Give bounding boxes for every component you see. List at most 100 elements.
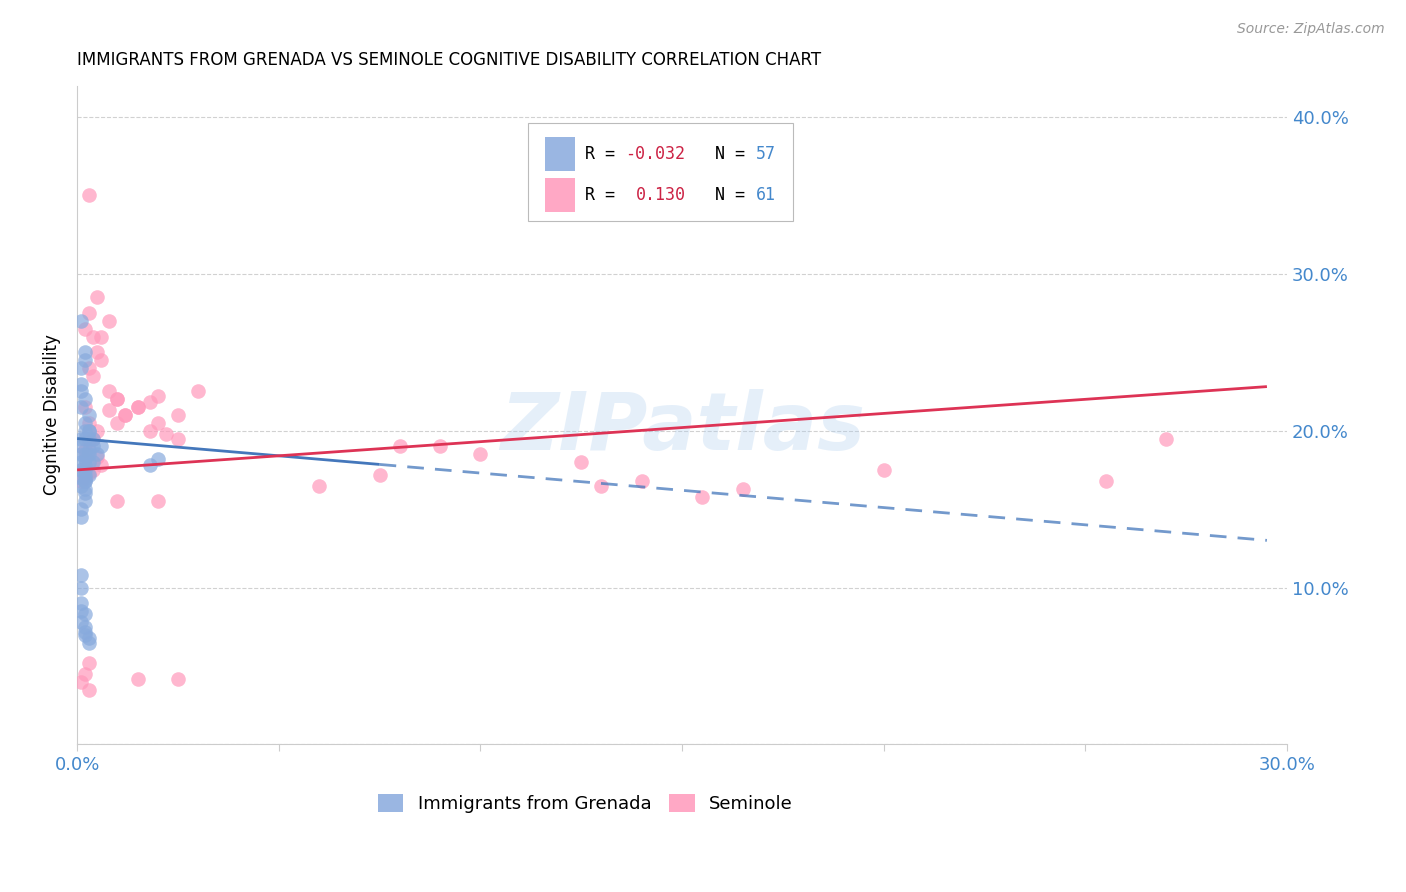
Point xyxy=(77,360,100,375)
Point xyxy=(82,368,104,383)
Point xyxy=(82,329,104,343)
Point xyxy=(70,471,93,485)
Point xyxy=(155,426,177,441)
Point xyxy=(77,424,100,438)
Point xyxy=(77,682,100,697)
Text: N =: N = xyxy=(686,186,755,203)
Point xyxy=(75,620,97,634)
Point xyxy=(75,452,97,467)
Text: IMMIGRANTS FROM GRENADA VS SEMINOLE COGNITIVE DISABILITY CORRELATION CHART: IMMIGRANTS FROM GRENADA VS SEMINOLE COGN… xyxy=(77,51,821,69)
Point xyxy=(75,447,97,461)
Point xyxy=(146,452,169,467)
Point xyxy=(77,188,100,202)
Point xyxy=(470,447,492,461)
Point xyxy=(90,439,112,453)
Point xyxy=(77,466,100,480)
Point xyxy=(86,345,108,359)
Point xyxy=(107,392,129,407)
Point xyxy=(75,474,97,488)
Point xyxy=(167,408,190,422)
Point xyxy=(75,494,97,508)
Point xyxy=(187,384,209,399)
Point xyxy=(75,486,97,500)
Point xyxy=(75,392,97,407)
Point xyxy=(70,360,93,375)
Text: 57: 57 xyxy=(755,145,776,163)
Point xyxy=(591,478,613,492)
Point xyxy=(368,467,391,482)
Point xyxy=(75,353,97,368)
Point xyxy=(127,400,149,414)
Point xyxy=(70,478,93,492)
Point xyxy=(70,568,93,582)
Point xyxy=(70,447,93,461)
Point xyxy=(70,615,93,629)
Point xyxy=(107,392,129,407)
Text: 61: 61 xyxy=(755,186,776,203)
Point xyxy=(127,400,149,414)
Point xyxy=(114,408,136,422)
Point xyxy=(90,458,112,473)
Point xyxy=(70,376,93,391)
Point xyxy=(75,463,97,477)
Text: N =: N = xyxy=(686,145,755,163)
Point xyxy=(75,345,97,359)
Point xyxy=(77,408,100,422)
Text: ZIPatlas: ZIPatlas xyxy=(499,389,865,467)
Point xyxy=(90,329,112,343)
Point xyxy=(75,666,97,681)
Point xyxy=(75,458,97,473)
Point xyxy=(75,424,97,438)
Point xyxy=(77,442,100,457)
Point xyxy=(146,416,169,430)
Point xyxy=(82,463,104,477)
Y-axis label: Cognitive Disability: Cognitive Disability xyxy=(44,334,60,495)
Point xyxy=(75,482,97,496)
Point xyxy=(86,447,108,461)
Point xyxy=(75,471,97,485)
Point xyxy=(70,455,93,469)
Point xyxy=(75,607,97,622)
Point xyxy=(70,439,93,453)
Point xyxy=(75,442,97,457)
Point xyxy=(75,628,97,642)
Point xyxy=(388,439,411,453)
Point xyxy=(77,656,100,670)
Point xyxy=(70,400,93,414)
Point xyxy=(107,416,129,430)
Point xyxy=(127,672,149,686)
Point xyxy=(77,432,100,446)
Point xyxy=(70,581,93,595)
Point xyxy=(86,290,108,304)
Point xyxy=(308,478,330,492)
Point xyxy=(690,490,713,504)
Point xyxy=(82,455,104,469)
Point xyxy=(731,482,754,496)
Point xyxy=(146,494,169,508)
Point xyxy=(82,439,104,453)
Point xyxy=(70,463,93,477)
Text: R =: R = xyxy=(585,186,636,203)
Point xyxy=(77,455,100,469)
Text: Source: ZipAtlas.com: Source: ZipAtlas.com xyxy=(1237,22,1385,37)
Point xyxy=(114,408,136,422)
Point xyxy=(138,424,160,438)
Point xyxy=(86,424,108,438)
Point xyxy=(77,467,100,482)
Point xyxy=(429,439,451,453)
Point xyxy=(75,416,97,430)
Point xyxy=(98,403,121,417)
Point xyxy=(75,474,97,488)
Point xyxy=(77,424,100,438)
Point xyxy=(82,432,104,446)
Point xyxy=(77,635,100,649)
Point xyxy=(167,432,190,446)
Point xyxy=(70,510,93,524)
Point xyxy=(167,672,190,686)
Point xyxy=(75,400,97,414)
Point xyxy=(77,306,100,320)
Point xyxy=(75,471,97,485)
Point xyxy=(70,502,93,516)
Point xyxy=(1094,474,1116,488)
Point xyxy=(107,494,129,508)
